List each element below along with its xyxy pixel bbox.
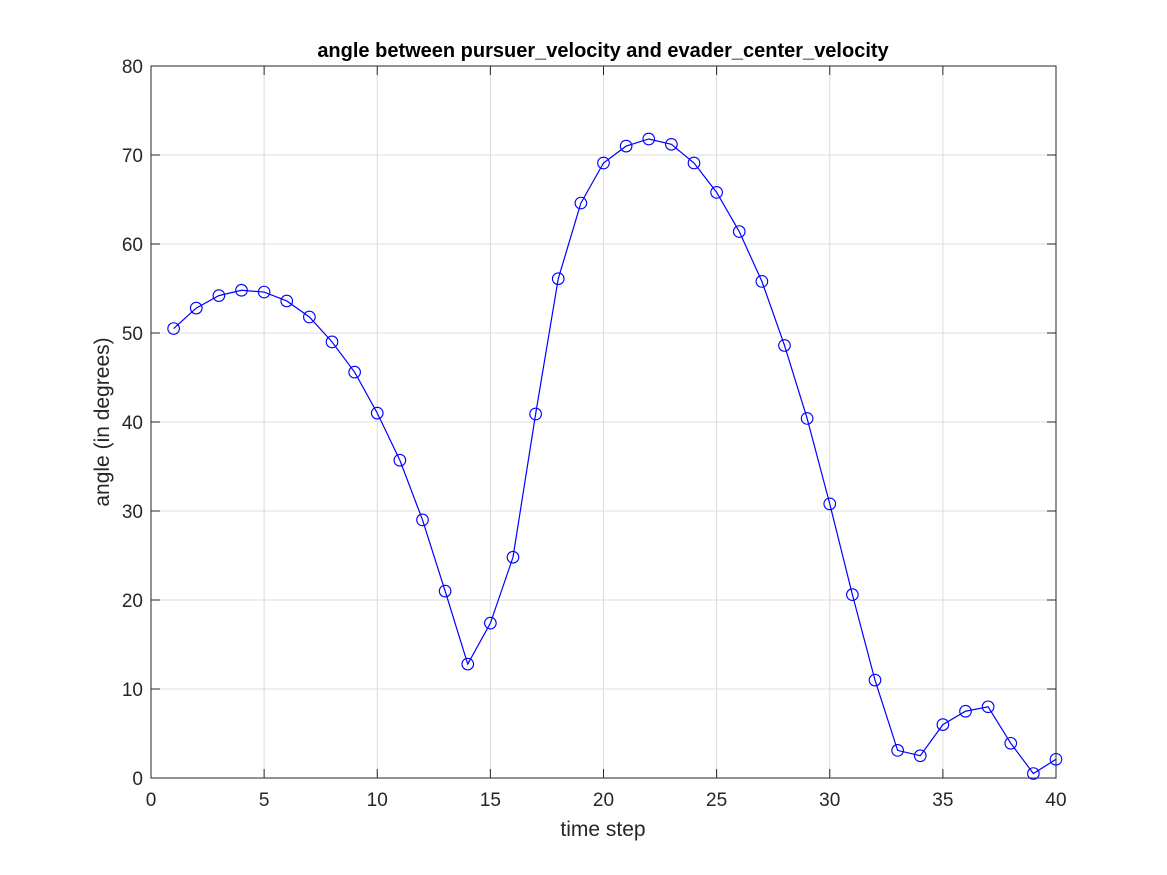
data-point (665, 137, 678, 151)
y-tick-label: 20 (122, 591, 143, 612)
y-tick-label: 80 (122, 57, 143, 78)
data-point (642, 132, 656, 146)
data-point (257, 285, 271, 299)
data-point (913, 749, 927, 763)
series-line (173, 138, 1057, 775)
data-point (416, 513, 429, 527)
x-tick-label: 0 (146, 790, 157, 811)
data-point (778, 339, 791, 352)
data-point (755, 275, 769, 288)
ticks: 0 5 10 15 20 25 30 35 40 0 10 20 30 40 50 60 70 80 (122, 57, 1067, 811)
chart-title: angle between pursuer_velocity and evade… (317, 40, 889, 62)
data-point (235, 283, 248, 297)
data-point (348, 365, 361, 379)
x-axis-label: time step (560, 818, 645, 841)
y-axis-label: angle (in degrees) (91, 337, 114, 506)
x-tick-label: 30 (819, 790, 840, 811)
data-point (574, 196, 588, 210)
data-point (506, 550, 520, 564)
data-point (959, 704, 972, 718)
data-point (438, 584, 452, 598)
x-tick-label: 10 (367, 790, 388, 811)
series (167, 132, 1063, 780)
y-tick-label: 60 (122, 235, 143, 256)
grid (151, 66, 1056, 778)
data-point (529, 407, 542, 421)
x-tick-label: 20 (593, 790, 614, 811)
data-point (1049, 752, 1063, 766)
data-point (1004, 736, 1018, 750)
data-point (551, 272, 565, 286)
data-point (370, 406, 384, 420)
data-point (619, 139, 633, 153)
data-point (891, 744, 904, 757)
y-tick-label: 30 (122, 502, 143, 523)
data-point (484, 616, 497, 630)
x-tick-label: 40 (1045, 790, 1066, 811)
data-point (710, 186, 723, 199)
y-tick-label: 50 (122, 324, 143, 345)
data-point (732, 225, 746, 238)
data-point (280, 294, 294, 308)
data-point (846, 588, 859, 602)
data-point (687, 156, 701, 170)
data-point (981, 700, 995, 714)
x-tick-label: 5 (259, 790, 270, 811)
x-tick-label: 25 (706, 790, 727, 811)
data-point (303, 310, 316, 324)
y-tick-label: 10 (122, 680, 143, 701)
data-point (597, 156, 610, 170)
data-point (393, 453, 407, 467)
data-point (800, 412, 814, 425)
y-tick-label: 40 (122, 413, 143, 434)
data-point (823, 497, 837, 511)
x-tick-label: 35 (932, 790, 953, 811)
data-point (325, 335, 339, 349)
data-point (189, 301, 203, 315)
data-point (1027, 767, 1040, 780)
data-point (461, 657, 475, 671)
data-point (936, 718, 950, 731)
data-point (868, 673, 882, 687)
data-point (167, 322, 180, 335)
y-tick-label: 0 (132, 769, 143, 790)
data-point (212, 289, 226, 302)
y-tick-label: 70 (122, 146, 143, 167)
x-tick-label: 15 (480, 790, 501, 811)
